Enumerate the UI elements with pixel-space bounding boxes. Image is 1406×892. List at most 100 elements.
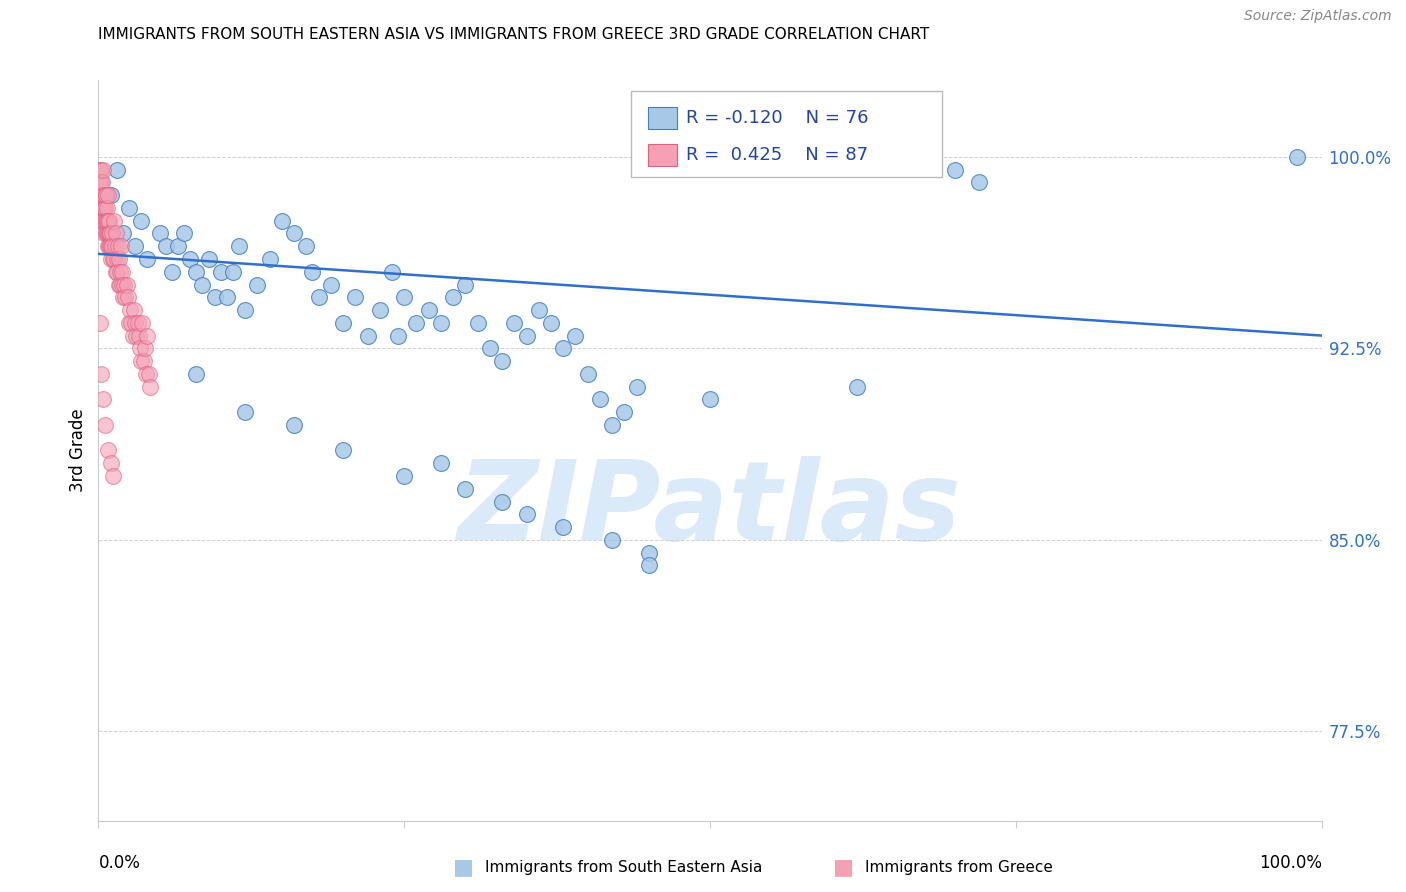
Text: 100.0%: 100.0%: [1258, 854, 1322, 872]
Point: [100, 188, 122, 202]
Point: [111, 227, 134, 241]
Point: [120, 316, 142, 330]
Point: [368, 303, 391, 318]
Point: [94, 188, 117, 202]
Point: [131, 316, 153, 330]
Point: [454, 482, 477, 496]
Text: R =  0.425    N = 87: R = 0.425 N = 87: [686, 146, 868, 164]
Point: [136, 328, 159, 343]
Point: [204, 290, 226, 304]
Point: [564, 328, 586, 343]
Point: [127, 316, 149, 330]
Point: [101, 469, 124, 483]
Text: R = -0.120    N = 76: R = -0.120 N = 76: [686, 109, 868, 127]
Point: [98, 239, 121, 253]
Point: [516, 328, 538, 343]
Point: [186, 265, 208, 279]
Point: [98, 239, 121, 253]
Point: [103, 213, 125, 227]
Point: [91, 175, 114, 189]
Point: [90, 175, 112, 189]
Point: [356, 328, 378, 343]
Point: [136, 252, 159, 266]
Point: [132, 354, 155, 368]
Point: [103, 252, 125, 266]
Point: [430, 316, 453, 330]
Point: [259, 252, 281, 266]
Point: [491, 494, 513, 508]
Point: [179, 252, 201, 266]
Point: [233, 303, 256, 318]
Point: [129, 213, 152, 227]
Point: [97, 213, 120, 227]
Point: [100, 239, 122, 253]
Point: [90, 188, 112, 202]
Point: [209, 265, 232, 279]
Point: [233, 405, 256, 419]
Text: ■: ■: [454, 857, 474, 877]
Point: [91, 201, 114, 215]
Point: [197, 252, 219, 266]
Point: [104, 239, 127, 253]
Point: [139, 379, 162, 393]
Point: [107, 239, 129, 253]
Point: [135, 367, 157, 381]
Point: [96, 227, 118, 241]
Point: [967, 175, 990, 189]
Point: [191, 277, 214, 292]
Text: 0.0%: 0.0%: [98, 854, 141, 872]
Point: [97, 227, 120, 241]
Point: [387, 328, 409, 343]
Point: [405, 316, 427, 330]
Point: [120, 303, 142, 318]
Point: [478, 342, 501, 356]
Point: [270, 213, 294, 227]
Point: [98, 213, 121, 227]
Point: [100, 227, 122, 241]
Point: [344, 290, 367, 304]
FancyBboxPatch shape: [648, 107, 678, 129]
Point: [111, 277, 134, 292]
Point: [110, 239, 132, 253]
Point: [392, 469, 416, 483]
Point: [589, 392, 612, 407]
Point: [301, 265, 323, 279]
Point: [110, 277, 132, 292]
Point: [167, 239, 190, 253]
Point: [129, 354, 152, 368]
Point: [160, 265, 183, 279]
Point: [883, 150, 905, 164]
Point: [101, 252, 124, 266]
Point: [93, 227, 115, 241]
Point: [89, 162, 111, 177]
Point: [112, 277, 135, 292]
Point: [1286, 150, 1309, 164]
Point: [138, 367, 160, 381]
Point: [124, 316, 146, 330]
Point: [845, 379, 868, 393]
Point: [699, 392, 721, 407]
Point: [91, 213, 114, 227]
Point: [173, 227, 195, 241]
Point: [100, 252, 122, 266]
Point: [93, 188, 115, 202]
Text: Immigrants from South Eastern Asia: Immigrants from South Eastern Asia: [485, 860, 762, 874]
Point: [118, 201, 141, 215]
Point: [90, 201, 112, 215]
FancyBboxPatch shape: [648, 144, 678, 166]
Point: [637, 545, 661, 559]
Point: [90, 213, 112, 227]
Point: [105, 162, 128, 177]
Point: [94, 417, 117, 432]
Point: [108, 252, 131, 266]
Point: [91, 188, 114, 202]
Point: [600, 533, 623, 547]
Point: [134, 342, 156, 356]
Point: [600, 417, 623, 432]
Y-axis label: 3rd Grade: 3rd Grade: [69, 409, 87, 492]
Point: [155, 239, 177, 253]
Point: [94, 227, 117, 241]
Point: [332, 443, 354, 458]
Point: [553, 520, 575, 534]
Point: [115, 277, 138, 292]
